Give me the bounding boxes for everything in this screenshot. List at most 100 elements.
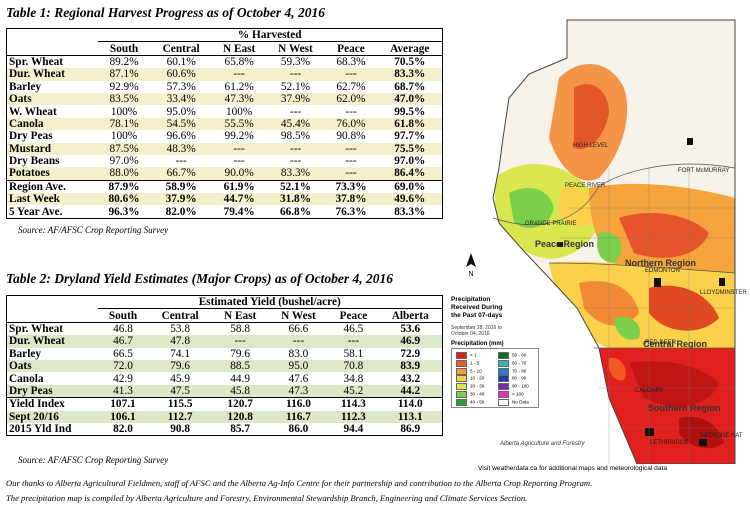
precipitation-map (492, 19, 736, 464)
legend-item: < 1 (456, 352, 477, 359)
row-label: 5 Year Ave. (6, 205, 98, 219)
city-medicine-hat: MEDICINE HAT (700, 433, 743, 439)
table-cell: 82.0 (97, 422, 149, 437)
table-row: Region Ave. 87.9% 58.9% 61.9% 52.1% 73.3% 69.0… (6, 179, 443, 194)
table-cell: 45.2 (328, 384, 379, 398)
table-cell: 76.0% (324, 117, 378, 131)
table-cell: 47.0% (377, 92, 443, 106)
table-cell: 70.5% (377, 55, 443, 69)
table-cell: 62.0% (324, 92, 378, 106)
table-cell: 54.5% (150, 117, 212, 131)
table-cell: 75.5% (377, 142, 443, 155)
table2-source: Source: AF/AFSC Crop Reporting Survey (18, 455, 169, 465)
legend-label: < 1 (470, 352, 477, 358)
table-cell: 55.5% (211, 117, 267, 131)
table-cell: 85.7 (211, 422, 269, 437)
table-cell: 87.5% (97, 142, 151, 155)
row-label: Spr. Wheat (6, 55, 98, 69)
table-cell: 37.9% (150, 193, 212, 206)
table-cell: 57.3% (166, 80, 196, 93)
map-credit: Visit weatherdata.ca for additional maps… (478, 465, 668, 472)
table2-col-header: South (97, 308, 149, 323)
table-cell: 45.8 (211, 384, 269, 398)
table2-col-header: Peace (328, 308, 379, 323)
table-cell: 83.3% (377, 205, 443, 219)
table-cell: 95.0% (166, 105, 196, 118)
table-cell: --- (324, 142, 378, 155)
legend-item: 80 - 90 (498, 375, 526, 383)
city-lethbridge: LETHBRIDGE (650, 440, 689, 446)
table-cell: 83.3% (377, 68, 443, 81)
table-cell: 88.0% (97, 167, 151, 181)
table-cell: 99.5% (377, 105, 443, 118)
legend-label: 50 - 60 (512, 352, 527, 358)
table-cell: 90.8% (336, 130, 366, 143)
legend-swatch (456, 367, 467, 375)
row-label: Yield Index (6, 397, 98, 411)
table-cell: 68.3% (336, 55, 366, 68)
table-cell: 112.3 (328, 410, 379, 423)
table-cell: 114.3 (328, 397, 379, 411)
legend-swatch (498, 383, 509, 391)
table-cell: 83.0 (288, 347, 309, 360)
table-row: Dry Peas 41.3 47.5 45.8 47.3 45.2 44.2 (6, 384, 444, 398)
legend-swatch (456, 359, 467, 367)
table-cell: 90.8 (148, 422, 212, 437)
legend-swatch (498, 367, 509, 375)
city-grande-prairie: GRANDE PRAIRIE (525, 221, 577, 227)
table1-col-header: Average (377, 41, 443, 56)
agency-logo: Alberta Agriculture and Forestry (500, 441, 585, 447)
table-cell: --- (289, 155, 302, 168)
table-cell: 68.7% (377, 80, 443, 93)
table-cell: 73.3% (324, 179, 378, 194)
table-cell: 62.7% (336, 80, 366, 93)
row-label: Last Week (6, 193, 98, 206)
table-cell: 120.8 (211, 410, 269, 423)
table-cell: 79.6 (148, 359, 212, 373)
table-row: Spr. Wheat 89.2% 60.1% 65.8% 59.3% 68.3% 70.5% (6, 55, 443, 69)
table-cell: 41.3 (97, 384, 149, 398)
table1-col-header: Peace (324, 41, 378, 56)
table-row: Oats 83.5% 33.4% 47.3% 37.9% 62.0% 47.0% (6, 92, 443, 106)
legend-item: 40 - 50 (456, 398, 484, 406)
row-label: Dry Peas (6, 130, 98, 143)
legend-label: 60 - 70 (512, 360, 527, 366)
table-cell: --- (345, 155, 357, 168)
legend-label: 70 - 80 (512, 368, 527, 374)
legend-swatch (456, 375, 467, 383)
row-label: Barley (6, 80, 98, 93)
table-row: Potatoes 88.0% 66.7% 90.0% 83.3% --- 86.4% (6, 167, 443, 181)
table-row: Mustard 87.5% 48.3% --- --- --- 75.5% (6, 142, 443, 155)
table-cell: 78.1% (97, 117, 151, 131)
table-cell: 89.2% (109, 55, 139, 68)
table-cell: 76.3% (324, 205, 378, 219)
table-row: Oats 72.0 79.6 88.5 95.0 70.8 83.9 (6, 359, 444, 373)
table-cell: --- (233, 155, 245, 168)
table-cell: 44.2 (378, 384, 444, 398)
legend-item: 60 - 70 (498, 359, 527, 367)
table-cell: 116.7 (268, 410, 329, 423)
table1-col-header: Central (150, 41, 212, 56)
table-cell: --- (211, 68, 267, 81)
legend-item: 70 - 80 (498, 367, 527, 375)
table-row: 5 Year Ave. 96.3% 82.0% 79.4% 66.8% 76.3% 83.3… (6, 205, 443, 219)
table-row: Barley 66.5 74.1 79.6 83.0 58.1 72.9 (6, 347, 444, 360)
table-cell: 86.0 (268, 422, 329, 437)
table-cell: 46.9 (378, 335, 444, 348)
table-cell: --- (289, 105, 302, 118)
row-label: Canola (6, 372, 98, 385)
legend-label: > 100 (512, 391, 524, 397)
table-cell: 98.5% (280, 130, 311, 143)
table-cell: 61.2% (224, 80, 254, 93)
city-fort-mcmurray: FORT McMURRAY (678, 168, 730, 174)
row-label: Mustard (6, 142, 98, 155)
region-label-central: Central Region (643, 339, 708, 349)
city-lloydminster: LLOYDMINSTER (700, 290, 747, 296)
table-cell: 58.1 (343, 347, 364, 360)
table-row: Canola 42.9 45.9 44.9 47.6 34.8 43.2 (6, 372, 444, 385)
legend-label: 10 - 20 (470, 376, 485, 382)
table-cell: 96.6% (166, 130, 196, 143)
table-cell: 46.7 (97, 335, 149, 348)
table-cell: 43.2 (378, 372, 444, 385)
table-row: W. Wheat 100% 95.0% 100% --- --- 99.5% (6, 105, 443, 118)
